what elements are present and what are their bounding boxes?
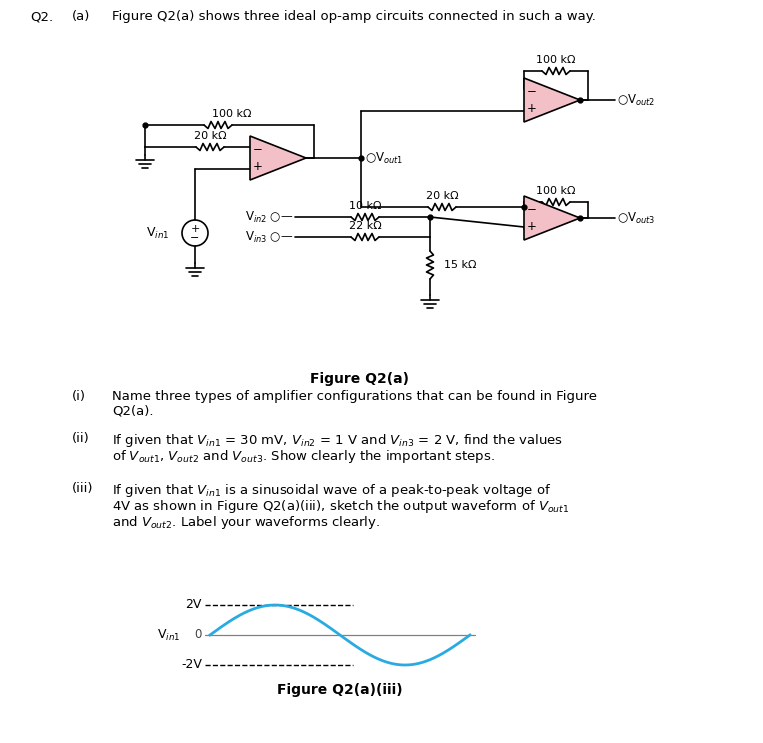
Text: ○V$_{out2}$: ○V$_{out2}$ <box>617 92 655 108</box>
Text: ○V$_{out3}$: ○V$_{out3}$ <box>617 210 655 226</box>
Text: (a): (a) <box>72 10 90 23</box>
Text: V$_{in1}$: V$_{in1}$ <box>146 225 169 241</box>
Text: (ii): (ii) <box>72 432 90 445</box>
Text: If given that $V_{in1}$ is a sinusoidal wave of a peak-to-peak voltage of: If given that $V_{in1}$ is a sinusoidal … <box>112 482 552 499</box>
Text: ○V$_{out1}$: ○V$_{out1}$ <box>365 150 404 166</box>
Text: of $V_{out1}$, $V_{out2}$ and $V_{out3}$. Show clearly the important steps.: of $V_{out1}$, $V_{out2}$ and $V_{out3}$… <box>112 448 495 465</box>
Text: +: + <box>527 103 537 115</box>
Text: 22 kΩ: 22 kΩ <box>349 221 382 231</box>
Text: 2V: 2V <box>185 599 202 611</box>
Text: −: − <box>527 203 537 215</box>
Text: V$_{in1}$: V$_{in1}$ <box>156 627 180 643</box>
Text: 4V as shown in Figure Q2(a)(iii), sketch the output waveform of $V_{out1}$: 4V as shown in Figure Q2(a)(iii), sketch… <box>112 498 569 515</box>
Text: Figure Q2(a): Figure Q2(a) <box>311 372 410 386</box>
Text: −: − <box>253 143 263 155</box>
Text: +: + <box>190 224 200 234</box>
Text: Figure Q2(a)(iii): Figure Q2(a)(iii) <box>277 683 403 697</box>
Text: (i): (i) <box>72 390 86 403</box>
Text: 100 kΩ: 100 kΩ <box>536 55 576 65</box>
Text: +: + <box>253 160 263 174</box>
Text: 20 kΩ: 20 kΩ <box>194 131 227 141</box>
Text: 10 kΩ: 10 kΩ <box>349 201 382 211</box>
Polygon shape <box>524 196 580 240</box>
Text: −: − <box>527 85 537 97</box>
Text: and $V_{out2}$. Label your waveforms clearly.: and $V_{out2}$. Label your waveforms cle… <box>112 514 380 531</box>
Text: 100 kΩ: 100 kΩ <box>536 186 576 196</box>
Text: 0: 0 <box>195 629 202 641</box>
Text: +: + <box>527 221 537 233</box>
Text: 15 kΩ: 15 kΩ <box>444 260 477 270</box>
Text: Figure Q2(a) shows three ideal op-amp circuits connected in such a way.: Figure Q2(a) shows three ideal op-amp ci… <box>112 10 596 23</box>
Polygon shape <box>250 136 306 180</box>
Polygon shape <box>524 78 580 122</box>
Text: (iii): (iii) <box>72 482 94 495</box>
Text: V$_{in3}$ ○—: V$_{in3}$ ○— <box>245 230 293 244</box>
Text: If given that $V_{in1}$ = 30 mV, $V_{in2}$ = 1 V and $V_{in3}$ = 2 V, find the v: If given that $V_{in1}$ = 30 mV, $V_{in2… <box>112 432 563 449</box>
Text: 100 kΩ: 100 kΩ <box>212 109 252 119</box>
Text: 20 kΩ: 20 kΩ <box>426 191 459 201</box>
Text: Q2.: Q2. <box>30 10 53 23</box>
Text: V$_{in2}$ ○—: V$_{in2}$ ○— <box>245 210 293 224</box>
Text: -2V: -2V <box>181 658 202 672</box>
Text: Name three types of amplifier configurations that can be found in Figure
Q2(a).: Name three types of amplifier configurat… <box>112 390 597 418</box>
Text: −: − <box>190 233 200 243</box>
